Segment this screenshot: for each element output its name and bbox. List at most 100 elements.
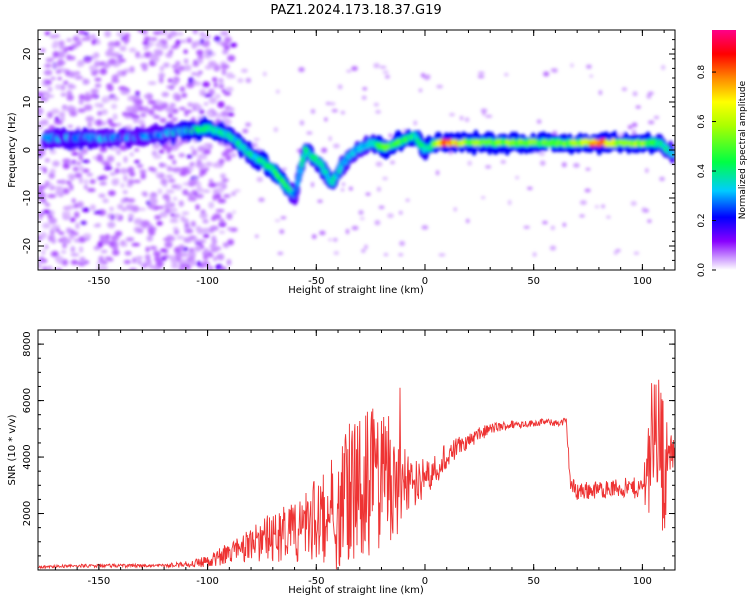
noise-speckle	[466, 218, 470, 223]
noise-speckle	[385, 74, 390, 79]
y-tick-label: 2000	[22, 501, 33, 526]
noise-speckle	[47, 94, 55, 98]
ridge-core	[669, 150, 675, 158]
noise-speckle	[280, 216, 287, 220]
noise-speckle	[44, 244, 49, 250]
noise-speckle	[222, 49, 229, 55]
noise-speckle	[196, 58, 204, 64]
noise-speckle	[114, 230, 123, 237]
noise-speckle	[183, 109, 193, 114]
noise-speckle	[402, 129, 407, 132]
noise-speckle	[91, 39, 97, 45]
noise-speckle	[38, 184, 47, 190]
noise-speckle	[44, 63, 52, 68]
noise-speckle	[346, 69, 352, 73]
noise-speckle	[187, 102, 193, 107]
noise-speckle	[70, 253, 80, 257]
noise-speckle	[333, 251, 339, 255]
noise-speckle	[215, 209, 225, 213]
colorbar-gradient	[712, 30, 736, 270]
noise-speckle	[108, 190, 116, 197]
noise-speckle	[171, 184, 179, 189]
noise-speckle	[171, 117, 178, 122]
noise-speckle	[221, 178, 229, 182]
noise-speckle	[221, 151, 229, 157]
noise-speckle	[65, 180, 72, 184]
noise-speckle	[96, 261, 103, 266]
noise-speckle	[374, 220, 381, 226]
noise-speckle	[148, 56, 158, 60]
noise-speckle	[203, 102, 209, 106]
noise-speckle	[464, 117, 470, 123]
noise-speckle	[543, 71, 550, 77]
noise-speckle	[125, 237, 135, 242]
noise-speckle	[183, 49, 188, 54]
noise-speckle	[49, 149, 57, 155]
noise-speckle	[163, 62, 170, 68]
noise-speckle	[632, 91, 638, 97]
noise-speckle	[594, 205, 600, 209]
noise-speckle	[103, 166, 113, 171]
noise-speckle	[141, 263, 148, 268]
noise-speckle	[104, 30, 112, 38]
noise-speckle	[118, 86, 127, 91]
noise-speckle	[298, 67, 305, 73]
noise-speckle	[653, 116, 660, 119]
noise-speckle	[220, 110, 229, 118]
y-tick-label: 0	[22, 147, 33, 153]
noise-speckle	[204, 93, 213, 98]
noise-speckle	[208, 143, 213, 150]
noise-speckle	[58, 111, 66, 118]
noise-speckle	[54, 116, 60, 122]
noise-speckle	[328, 135, 332, 142]
noise-speckle	[42, 209, 51, 214]
noise-speckle	[47, 194, 57, 198]
noise-speckle	[136, 163, 144, 168]
noise-speckle	[122, 37, 130, 43]
noise-speckle	[102, 62, 111, 69]
noise-speckle	[201, 41, 210, 48]
noise-speckle	[87, 121, 92, 128]
x-tick-label: -150	[88, 576, 111, 587]
noise-speckle	[94, 102, 102, 108]
noise-speckle	[41, 198, 47, 203]
noise-speckle	[56, 60, 66, 65]
noise-speckle	[166, 165, 172, 172]
noise-speckle	[65, 227, 72, 233]
noise-speckle	[82, 233, 92, 239]
noise-speckle	[218, 158, 225, 165]
noise-speckle	[208, 97, 217, 104]
noise-speckle	[321, 147, 328, 153]
noise-speckle	[94, 77, 102, 82]
noise-speckle	[232, 210, 236, 214]
noise-speckle	[42, 167, 47, 174]
colorbar-tick-label: 0.4	[697, 164, 707, 179]
noise-speckle	[148, 167, 157, 171]
noise-speckle	[161, 91, 170, 97]
noise-speckle	[348, 186, 353, 191]
noise-speckle	[310, 108, 316, 114]
noise-speckle	[549, 245, 557, 251]
noise-speckle	[147, 81, 157, 85]
noise-speckle	[60, 84, 66, 91]
noise-speckle	[340, 111, 345, 115]
noise-speckle	[390, 160, 396, 165]
noise-speckle	[123, 156, 128, 163]
noise-speckle	[52, 160, 60, 167]
noise-speckle	[96, 111, 103, 116]
noise-speckle	[77, 108, 86, 113]
noise-speckle	[77, 201, 84, 208]
noise-speckle	[97, 176, 104, 180]
noise-speckle	[145, 246, 150, 253]
noise-speckle	[204, 48, 212, 54]
noise-speckle	[418, 88, 423, 93]
x-tick-label: -50	[308, 276, 324, 287]
noise-speckle	[137, 207, 147, 211]
x-tick-label: -150	[88, 276, 111, 287]
noise-speckle	[42, 267, 49, 270]
noise-speckle	[39, 192, 47, 198]
noise-speckle	[273, 127, 279, 133]
noise-speckle	[102, 96, 111, 103]
noise-speckle	[251, 142, 258, 148]
